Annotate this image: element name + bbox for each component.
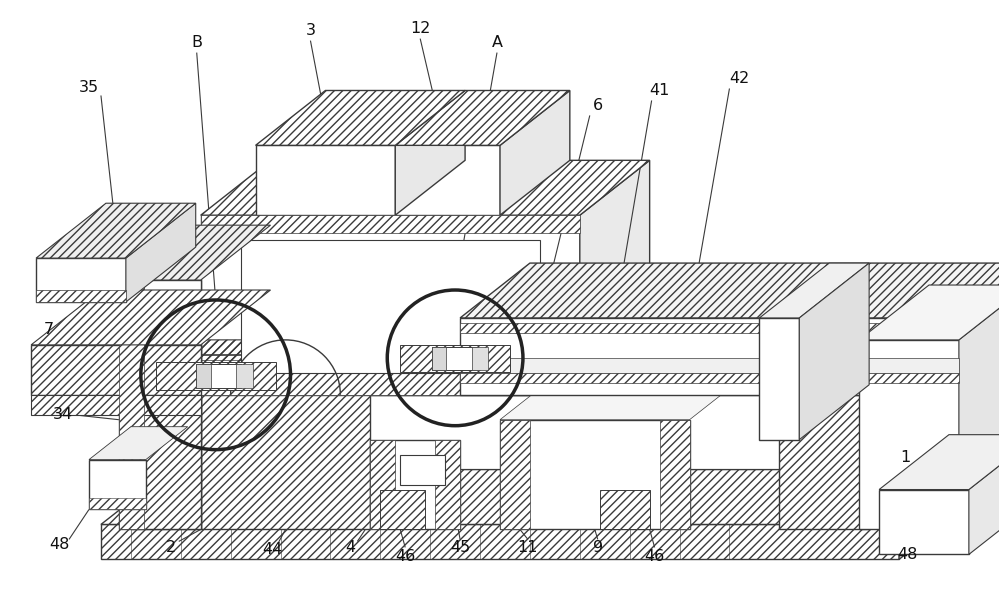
Polygon shape bbox=[119, 280, 201, 529]
Polygon shape bbox=[36, 203, 196, 258]
Polygon shape bbox=[370, 440, 395, 529]
Polygon shape bbox=[959, 263, 1000, 395]
Text: 48: 48 bbox=[897, 547, 917, 562]
Polygon shape bbox=[201, 373, 580, 395]
Text: B: B bbox=[191, 35, 202, 50]
Polygon shape bbox=[236, 364, 253, 388]
Polygon shape bbox=[89, 459, 146, 510]
Polygon shape bbox=[196, 364, 241, 388]
Text: 46: 46 bbox=[645, 549, 665, 564]
Text: 3: 3 bbox=[305, 23, 315, 38]
Polygon shape bbox=[156, 362, 276, 390]
Polygon shape bbox=[759, 318, 799, 440]
Polygon shape bbox=[500, 420, 530, 529]
Polygon shape bbox=[380, 490, 425, 529]
Polygon shape bbox=[370, 440, 460, 529]
Polygon shape bbox=[241, 240, 540, 373]
Polygon shape bbox=[256, 146, 395, 215]
Text: A: A bbox=[492, 35, 503, 50]
Polygon shape bbox=[779, 395, 869, 529]
Polygon shape bbox=[31, 395, 201, 415]
Text: 45: 45 bbox=[450, 540, 470, 555]
Polygon shape bbox=[101, 469, 969, 525]
Polygon shape bbox=[395, 91, 465, 215]
Polygon shape bbox=[400, 455, 445, 485]
Text: 48: 48 bbox=[49, 537, 69, 552]
Polygon shape bbox=[36, 290, 126, 302]
Text: 2: 2 bbox=[166, 540, 176, 555]
Polygon shape bbox=[89, 497, 146, 510]
Polygon shape bbox=[879, 435, 1000, 490]
Polygon shape bbox=[201, 395, 370, 529]
Polygon shape bbox=[201, 215, 580, 233]
Text: 4: 4 bbox=[345, 540, 355, 555]
Polygon shape bbox=[101, 525, 899, 559]
Polygon shape bbox=[580, 160, 650, 395]
Polygon shape bbox=[460, 373, 959, 383]
Polygon shape bbox=[31, 290, 271, 345]
Polygon shape bbox=[201, 215, 580, 395]
Text: 1: 1 bbox=[900, 450, 910, 465]
Polygon shape bbox=[395, 146, 500, 215]
Polygon shape bbox=[119, 225, 271, 280]
Text: 34: 34 bbox=[53, 407, 73, 422]
Polygon shape bbox=[472, 347, 488, 370]
Polygon shape bbox=[89, 427, 188, 459]
Polygon shape bbox=[869, 340, 939, 529]
Polygon shape bbox=[400, 345, 510, 372]
Polygon shape bbox=[799, 263, 869, 440]
Polygon shape bbox=[256, 91, 465, 146]
Polygon shape bbox=[759, 263, 869, 318]
Polygon shape bbox=[959, 285, 1000, 529]
Polygon shape bbox=[131, 340, 939, 395]
Polygon shape bbox=[899, 469, 969, 559]
Text: 11: 11 bbox=[518, 540, 538, 555]
Polygon shape bbox=[36, 258, 126, 302]
Polygon shape bbox=[435, 440, 460, 529]
Polygon shape bbox=[460, 358, 959, 373]
Polygon shape bbox=[859, 340, 959, 529]
Polygon shape bbox=[500, 91, 570, 215]
Polygon shape bbox=[119, 280, 144, 529]
Polygon shape bbox=[660, 420, 690, 529]
Text: 9: 9 bbox=[593, 540, 603, 555]
Polygon shape bbox=[395, 91, 570, 146]
Polygon shape bbox=[432, 347, 446, 370]
Polygon shape bbox=[31, 345, 201, 395]
Polygon shape bbox=[969, 435, 1000, 554]
Polygon shape bbox=[126, 203, 196, 302]
Polygon shape bbox=[879, 490, 969, 554]
Polygon shape bbox=[460, 263, 1000, 318]
Polygon shape bbox=[500, 420, 690, 529]
Text: 41: 41 bbox=[649, 83, 670, 98]
Polygon shape bbox=[201, 160, 650, 215]
Text: 42: 42 bbox=[729, 71, 750, 86]
Text: 12: 12 bbox=[410, 21, 430, 36]
Text: 6: 6 bbox=[593, 98, 603, 113]
Text: 46: 46 bbox=[395, 549, 415, 564]
Polygon shape bbox=[432, 347, 478, 370]
Polygon shape bbox=[131, 395, 201, 529]
Text: 35: 35 bbox=[79, 80, 99, 95]
Text: 7: 7 bbox=[44, 323, 54, 337]
Polygon shape bbox=[131, 395, 869, 529]
Polygon shape bbox=[460, 318, 959, 395]
Text: 44: 44 bbox=[262, 542, 283, 557]
Polygon shape bbox=[500, 365, 759, 420]
Polygon shape bbox=[196, 364, 211, 388]
Polygon shape bbox=[859, 285, 1000, 340]
Polygon shape bbox=[460, 323, 959, 333]
Polygon shape bbox=[600, 490, 650, 529]
